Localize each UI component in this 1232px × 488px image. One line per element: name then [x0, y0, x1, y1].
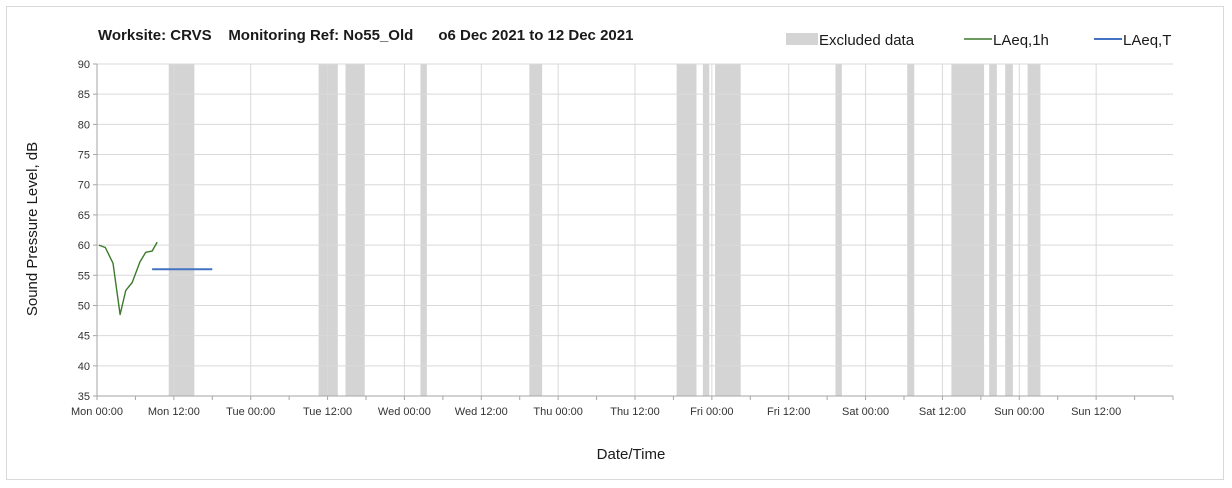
- series-line-laeq1h: [98, 241, 158, 316]
- y-tick-label-6: 65: [78, 210, 90, 222]
- y-tick-label-7: 70: [78, 180, 90, 192]
- excluded-band-2: [345, 64, 365, 396]
- excluded-bands: [168, 64, 1041, 396]
- x-tick-label-4: Wed 00:00: [378, 406, 431, 418]
- gridlines: [97, 63, 1173, 396]
- y-tick-label-4: 55: [78, 270, 90, 282]
- x-tick-label-2: Tue 00:00: [226, 406, 275, 418]
- excluded-band-7: [715, 64, 741, 396]
- x-tick-label-6: Thu 00:00: [533, 406, 583, 418]
- excluded-band-13: [1027, 64, 1041, 396]
- series-lines: [98, 241, 213, 316]
- y-tick-label-5: 60: [78, 240, 90, 252]
- excluded-band-4: [529, 64, 543, 396]
- legend-label-laeqT: LAeq,T: [1123, 32, 1171, 49]
- y-tick-label-9: 80: [78, 119, 90, 131]
- x-tick-label-3: Tue 12:00: [303, 406, 352, 418]
- y-tick-label-11: 90: [78, 59, 90, 71]
- x-tick-label-5: Wed 12:00: [455, 406, 508, 418]
- x-tick-label-0: Mon 00:00: [71, 406, 123, 418]
- excluded-band-10: [951, 64, 985, 396]
- x-tick-label-9: Fri 12:00: [767, 406, 810, 418]
- y-tick-label-10: 85: [78, 89, 90, 101]
- y-axis-title: Sound Pressure Level, dB: [24, 142, 41, 316]
- chart-title: Worksite: CRVS Monitoring Ref: No55_Old …: [98, 27, 633, 44]
- x-tick-labels: Mon 00:00 Mon 12:00 Tue 00:00 Tue 12:00 Wed …: [71, 406, 1121, 418]
- x-tick-label-7: Thu 12:00: [610, 406, 660, 418]
- legend: Excluded data LAeq,1h LAeq,T: [786, 32, 1171, 49]
- excluded-band-3: [420, 64, 427, 396]
- x-tick-label-1: Mon 12:00: [148, 406, 200, 418]
- excluded-band-5: [676, 64, 697, 396]
- excluded-band-8: [835, 64, 842, 396]
- y-tick-label-3: 50: [78, 300, 90, 312]
- x-tick-label-13: Sun 12:00: [1071, 406, 1121, 418]
- excluded-band-6: [702, 64, 710, 396]
- excluded-band-12: [1005, 64, 1013, 396]
- chart-svg: Worksite: CRVS Monitoring Ref: No55_Old …: [24, 27, 1174, 463]
- excluded-band-1: [318, 64, 338, 396]
- x-tick-label-8: Fri 00:00: [690, 406, 733, 418]
- excluded-band-0: [168, 64, 195, 396]
- x-axis-title: Date/Time: [597, 446, 666, 463]
- y-tick-label-0: 35: [78, 391, 90, 403]
- legend-label-laeq1h: LAeq,1h: [993, 32, 1049, 49]
- axes: [93, 63, 1174, 400]
- y-tick-label-8: 75: [78, 150, 90, 162]
- y-tick-label-2: 45: [78, 331, 90, 343]
- legend-swatch-excluded: [786, 33, 818, 45]
- excluded-band-11: [989, 64, 997, 396]
- y-tick-label-1: 40: [78, 361, 90, 373]
- x-tick-label-10: Sat 00:00: [842, 406, 889, 418]
- chart-frame: Worksite: CRVS Monitoring Ref: No55_Old …: [6, 6, 1224, 480]
- y-tick-labels: 35 40 45 50 55 60 65 70 75 80 85 90: [78, 59, 90, 403]
- x-tick-label-11: Sat 12:00: [919, 406, 966, 418]
- legend-label-excluded: Excluded data: [819, 32, 915, 49]
- x-tick-label-12: Sun 00:00: [994, 406, 1044, 418]
- excluded-band-9: [907, 64, 915, 396]
